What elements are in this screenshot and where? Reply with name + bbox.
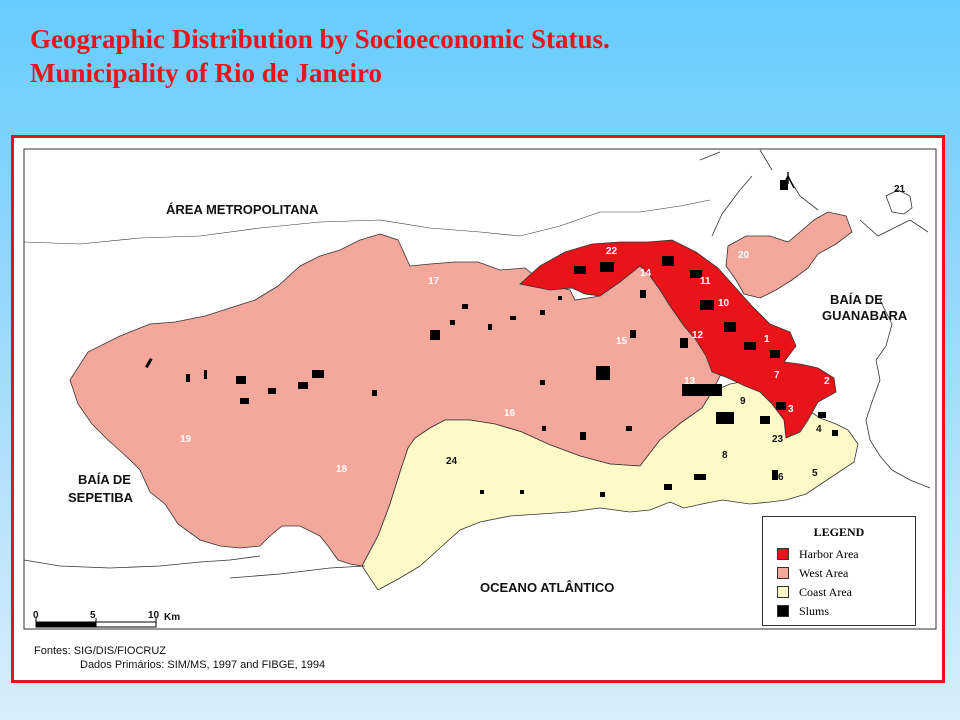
- region-number-labels: 1 2 3 4 5 6 7 8 9 10 11 12 13 14 15 16 1…: [180, 184, 906, 483]
- coast-area: [361, 379, 859, 591]
- region-number-6: 6: [778, 472, 784, 483]
- region-number-24: 24: [446, 456, 458, 467]
- label-baia-sepetiba-2: SEPETIBA: [68, 490, 134, 505]
- label-area-metropolitana: ÁREA METROPOLITANA: [166, 202, 319, 217]
- legend-label-west: West Area: [799, 565, 849, 580]
- legend-title: LEGEND: [813, 525, 865, 539]
- region-number-17: 17: [428, 276, 440, 287]
- legend-item-slums: Slums: [777, 604, 829, 618]
- region-number-5: 5: [812, 468, 818, 479]
- label-baia-sepetiba-1: BAÍA DE: [78, 472, 131, 487]
- legend-label-slums: Slums: [799, 603, 830, 618]
- legend-swatch-slums: [777, 605, 789, 617]
- region-number-2: 2: [824, 376, 830, 387]
- source-line-2: Dados Primários: SIM/MS, 1997 and FIBGE,…: [80, 659, 326, 671]
- legend-item-harbor: Harbor Area: [777, 547, 859, 561]
- region-number-8: 8: [722, 450, 728, 461]
- island-region-21: [885, 189, 913, 215]
- legend-swatch-harbor: [777, 548, 789, 560]
- region-number-10: 10: [718, 298, 730, 309]
- region-number-16: 16: [504, 408, 516, 419]
- legend-label-harbor: Harbor Area: [799, 546, 859, 561]
- title-line-1: Geographic Distribution by Socioeconomic…: [30, 24, 610, 54]
- region-number-13: 13: [684, 376, 696, 387]
- scale-tick-0: 0: [33, 610, 39, 621]
- region-number-9: 9: [740, 396, 746, 407]
- source-line-1: Fontes: SIG/DIS/FIOCRUZ: [34, 645, 167, 657]
- scale-bar: [35, 618, 157, 628]
- scale-unit: Km: [164, 612, 180, 623]
- map-legend: LEGEND Harbor Area West Area Coast Area …: [762, 516, 916, 626]
- map-border: [23, 148, 937, 630]
- region-number-15: 15: [616, 336, 628, 347]
- region-number-3: 3: [788, 404, 794, 415]
- page-title: Geographic Distribution by Socioeconomic…: [30, 22, 610, 90]
- region-number-12: 12: [692, 330, 704, 341]
- region-number-1: 1: [764, 334, 770, 345]
- region-number-22: 22: [606, 246, 618, 257]
- region-number-7: 7: [774, 370, 780, 381]
- harbor-area: [519, 239, 837, 439]
- legend-label-coast: Coast Area: [799, 584, 852, 599]
- region-number-18: 18: [336, 464, 348, 475]
- label-baia-guanabara-1: BAÍA DE: [830, 292, 883, 307]
- scale-tick-10: 10: [148, 610, 160, 621]
- region-number-23: 23: [772, 434, 784, 445]
- region-number-21: 21: [894, 184, 906, 195]
- region-number-19: 19: [180, 434, 192, 445]
- legend-item-west: West Area: [777, 566, 848, 580]
- metropolitan-boundary: [23, 199, 711, 245]
- island-region-20: [725, 211, 853, 299]
- north-arrow-icon: [781, 172, 795, 189]
- region-number-20: 20: [738, 250, 750, 261]
- region-number-11: 11: [700, 276, 711, 287]
- legend-item-coast: Coast Area: [777, 585, 852, 599]
- region-number-14: 14: [640, 268, 652, 279]
- title-line-2: Municipality of Rio de Janeiro: [30, 58, 383, 88]
- label-oceano-atlantico: OCEANO ATLÂNTICO: [480, 580, 614, 595]
- legend-swatch-coast: [777, 586, 789, 598]
- legend-swatch-west: [777, 567, 789, 579]
- scale-tick-5: 5: [90, 610, 96, 621]
- sepetiba-coastline: [23, 555, 366, 579]
- region-number-4: 4: [816, 424, 822, 435]
- label-baia-guanabara-2: GUANABARA: [822, 308, 908, 323]
- guanabara-coastline: [699, 149, 931, 489]
